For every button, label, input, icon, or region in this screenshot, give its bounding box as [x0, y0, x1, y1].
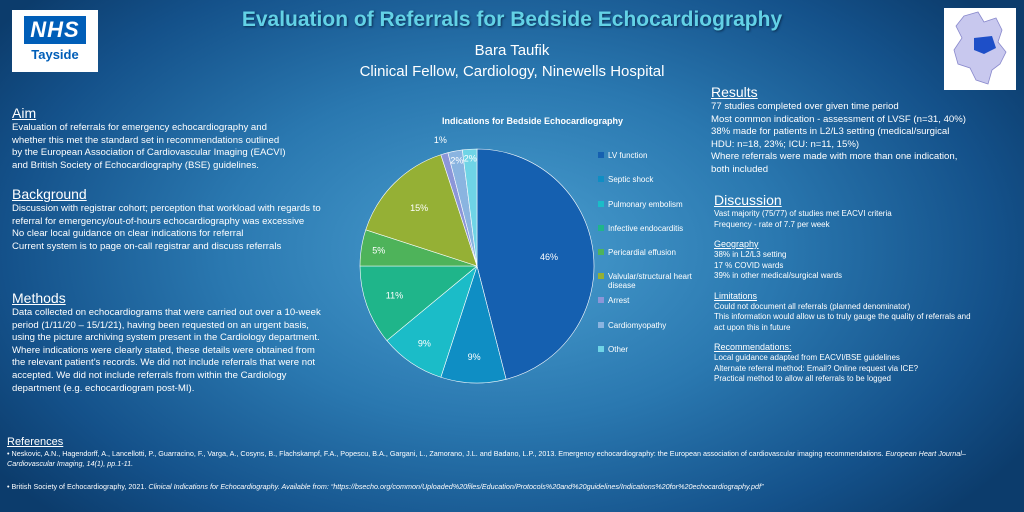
discussion-section: Discussion Vast majority (75/77) of stud…	[714, 192, 1019, 385]
legend-label: Infective endocarditis	[608, 224, 684, 233]
legend-label: Septic shock	[608, 175, 654, 184]
legend-label: Pericardial effusion	[608, 248, 676, 257]
author-name: Bara Taufik	[474, 42, 550, 59]
pie-data-label: 5%	[372, 245, 385, 255]
pie-data-label: 1%	[434, 135, 447, 145]
text-line: Frequency - rate of 7.7 per week	[714, 219, 830, 229]
poster-title: Evaluation of Referrals for Bedside Echo…	[241, 8, 783, 31]
text-line: No clear local guidance on clear indicat…	[12, 228, 244, 240]
methods-section: Methods Data collected on echocardiogram…	[12, 290, 362, 395]
legend-swatch	[598, 225, 604, 231]
legend-item: Valvular/structural heart disease	[598, 272, 703, 290]
text-line: by the European Association of Cardiovas…	[12, 147, 286, 159]
text-line: 38% made for patients in L2/L3 setting (…	[711, 126, 950, 138]
author-affiliation: Clinical Fellow, Cardiology, Ninewells H…	[359, 63, 665, 80]
text-line: department (e.g. echocardiogram post-MI)…	[12, 382, 195, 394]
text-line: 77 studies completed over given time per…	[711, 101, 899, 112]
text-line: accepted. We did not include referrals f…	[12, 369, 287, 381]
background-section: Background Discussion with registrar coh…	[12, 186, 362, 253]
legend-swatch	[598, 297, 604, 303]
pie-data-label: 2%	[450, 155, 463, 165]
methods-heading: Methods	[12, 290, 66, 306]
legend-swatch	[598, 176, 604, 182]
legend-swatch	[598, 152, 604, 158]
text-line: Alternate referral method: Email? Online…	[714, 363, 919, 373]
pie-data-label: 2%	[464, 154, 477, 164]
text-line: Evaluation of referrals for emergency ec…	[12, 122, 267, 133]
text-line: referral for emergency/out-of-hours echo…	[12, 215, 305, 227]
chart-title: Indications for Bedside Echocardiography	[441, 116, 624, 126]
text-line: Local guidance adapted from EACVI/BSE gu…	[714, 353, 900, 362]
reference-item: • Neskovic, A.N., Hagendorff, A., Lancel…	[7, 449, 966, 468]
text-line: 38% in L2/L3 setting	[714, 250, 787, 259]
pie-slice-lv-function	[476, 148, 595, 380]
legend-item: Pericardial effusion	[598, 248, 676, 257]
legend-swatch	[598, 346, 604, 352]
pie-data-label: 46%	[540, 252, 558, 262]
discussion-heading: Discussion	[714, 192, 782, 208]
references-section: References • Neskovic, A.N., Hagendorff,…	[7, 436, 1017, 492]
legend-item: Arrest	[598, 296, 629, 305]
legend-item: Infective endocarditis	[598, 224, 683, 233]
text-line: Data collected on echocardiograms that w…	[12, 307, 321, 318]
text-line: Current system is to page on-call regist…	[12, 240, 282, 252]
aim-heading: Aim	[12, 105, 37, 121]
legend-label: Pulmonary embolism	[608, 200, 683, 209]
text-line: HDU: n=18, 23%; ICU: n=11, 15%)	[711, 138, 860, 150]
text-line: period (1/11/20 – 15/1/21), having been …	[12, 319, 309, 331]
legend-item: Septic shock	[598, 175, 653, 184]
text-line: Where referrals were made with more than…	[711, 151, 958, 163]
text-line: act upon this in future	[714, 322, 791, 332]
pie-chart: 46%9%9%11%5%15%1%2% 2%	[359, 135, 595, 384]
legend-label: Valvular/structural heart disease	[608, 272, 692, 290]
limitations-heading: Limitations	[714, 290, 758, 301]
legend-item: Pulmonary embolism	[598, 200, 683, 209]
text-line: Practical method to allow all referrals …	[714, 374, 891, 383]
pie-data-label: 9%	[468, 352, 481, 362]
pie-slice-infective-endocarditis	[359, 265, 478, 342]
text-line: 39% in other medical/surgical wards	[714, 271, 843, 280]
legend-swatch	[598, 322, 604, 328]
nhs-tayside-logo: NHS Tayside	[12, 10, 98, 72]
results-heading: Results	[711, 84, 758, 100]
text-line: Most common indication - assessment of L…	[711, 113, 966, 125]
text-line: 17 % COVID wards	[714, 260, 784, 270]
text-line: whether this met the standard set in rec…	[12, 134, 280, 146]
text-line: Discussion with registrar cohort; percep…	[12, 203, 321, 214]
text-line: Where indications were clearly stated, t…	[12, 344, 315, 356]
text-line: the relevant patient’s records. We did n…	[12, 357, 316, 369]
text-line: Could not document all referrals (planne…	[714, 301, 911, 311]
legend-item: LV function	[598, 151, 647, 160]
legend-item: Cardiomyopathy	[598, 321, 666, 330]
pie-slice-valvular-structural-heart-disease	[365, 154, 478, 267]
legend-swatch	[598, 201, 604, 207]
background-heading: Background	[12, 186, 87, 202]
pie-data-label: 15%	[410, 203, 428, 213]
region-map-image	[944, 8, 1016, 90]
legend-label: Arrest	[608, 296, 630, 305]
text-line: This information would allow us to truly…	[714, 312, 971, 321]
legend-item: Other	[598, 345, 628, 354]
legend-label: LV function	[608, 151, 648, 160]
legend-swatch	[598, 273, 604, 279]
recommendations-heading: Recommendations:	[714, 342, 792, 352]
text-line: Vast majority (75/77) of studies met EAC…	[714, 209, 892, 218]
aim-section: Aim Evaluation of referrals for emergenc…	[12, 105, 362, 172]
pie-data-label: 9%	[418, 338, 431, 348]
text-line: both included	[711, 163, 769, 175]
legend-label: Cardiomyopathy	[608, 321, 667, 330]
geography-heading: Geography	[714, 239, 759, 249]
reference-item: • British Society of Echocardiography, 2…	[7, 482, 764, 491]
references-heading: References	[7, 436, 64, 448]
pie-slice-other	[462, 148, 478, 267]
text-line: using the picture archiving system prese…	[12, 332, 320, 344]
results-section: Results 77 studies completed over given …	[711, 84, 1021, 177]
pie-data-label: 11%	[386, 291, 403, 301]
legend-swatch	[598, 249, 604, 255]
text-line: and British Society of Echocardiography …	[12, 159, 259, 171]
legend-label: Other	[608, 345, 629, 354]
